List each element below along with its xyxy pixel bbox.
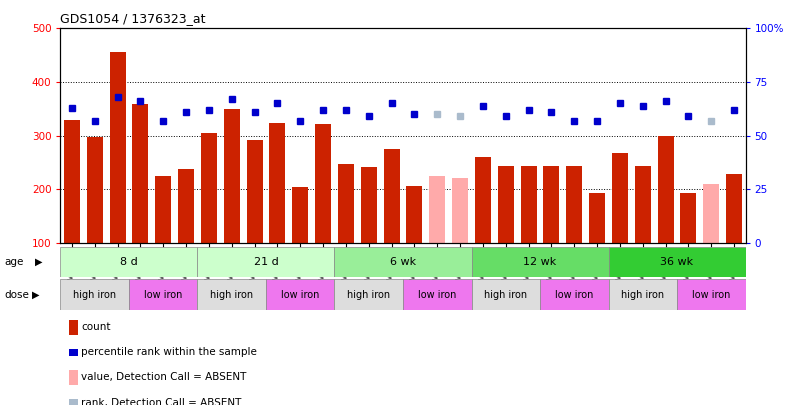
Text: low iron: low iron bbox=[281, 290, 319, 300]
Text: age: age bbox=[4, 257, 23, 267]
Bar bbox=[201, 133, 217, 243]
Bar bbox=[293, 187, 308, 243]
Bar bbox=[87, 137, 102, 243]
Bar bbox=[384, 149, 400, 243]
Bar bbox=[129, 279, 197, 310]
Text: 36 wk: 36 wk bbox=[660, 257, 694, 267]
Bar bbox=[247, 140, 263, 243]
Text: count: count bbox=[81, 322, 111, 332]
Bar bbox=[178, 169, 194, 243]
Text: high iron: high iron bbox=[210, 290, 253, 300]
Bar bbox=[498, 166, 513, 243]
Text: rank, Detection Call = ABSENT: rank, Detection Call = ABSENT bbox=[81, 398, 242, 405]
Bar bbox=[430, 176, 445, 243]
Bar bbox=[612, 153, 628, 243]
Text: low iron: low iron bbox=[692, 290, 730, 300]
Text: 12 wk: 12 wk bbox=[523, 257, 557, 267]
Bar bbox=[658, 136, 674, 243]
Text: dose: dose bbox=[4, 290, 29, 300]
Bar bbox=[156, 177, 171, 243]
Text: 21 d: 21 d bbox=[254, 257, 278, 267]
Bar bbox=[60, 247, 197, 277]
Bar bbox=[609, 279, 677, 310]
Bar bbox=[609, 247, 746, 277]
Text: high iron: high iron bbox=[484, 290, 527, 300]
Bar bbox=[589, 193, 605, 243]
Bar bbox=[197, 247, 334, 277]
Text: low iron: low iron bbox=[418, 290, 456, 300]
Bar bbox=[472, 247, 609, 277]
Bar bbox=[60, 279, 129, 310]
Text: value, Detection Call = ABSENT: value, Detection Call = ABSENT bbox=[81, 373, 247, 382]
Bar bbox=[521, 166, 537, 243]
Bar bbox=[472, 279, 540, 310]
Text: percentile rank within the sample: percentile rank within the sample bbox=[81, 347, 257, 357]
Bar bbox=[704, 184, 719, 243]
Bar bbox=[338, 164, 354, 243]
Bar bbox=[406, 185, 422, 243]
Bar bbox=[403, 279, 472, 310]
Bar bbox=[266, 279, 334, 310]
Text: 8 d: 8 d bbox=[120, 257, 138, 267]
Bar bbox=[224, 109, 239, 243]
Bar bbox=[334, 247, 472, 277]
Bar bbox=[132, 104, 148, 243]
Text: high iron: high iron bbox=[621, 290, 664, 300]
Bar bbox=[726, 174, 742, 243]
Text: ▶: ▶ bbox=[35, 257, 42, 267]
Bar bbox=[540, 279, 609, 310]
Bar bbox=[64, 119, 80, 243]
Text: GDS1054 / 1376323_at: GDS1054 / 1376323_at bbox=[60, 12, 206, 25]
Text: high iron: high iron bbox=[347, 290, 390, 300]
Text: high iron: high iron bbox=[73, 290, 116, 300]
Bar bbox=[475, 157, 491, 243]
Bar bbox=[361, 167, 376, 243]
Bar bbox=[315, 124, 331, 243]
Bar bbox=[269, 124, 285, 243]
Bar bbox=[680, 193, 696, 243]
Bar bbox=[543, 166, 559, 243]
Bar bbox=[635, 166, 650, 243]
Text: low iron: low iron bbox=[555, 290, 593, 300]
Bar bbox=[452, 177, 468, 243]
Text: ▶: ▶ bbox=[32, 290, 39, 300]
Bar bbox=[567, 166, 582, 243]
Bar bbox=[110, 53, 126, 243]
Bar bbox=[677, 279, 746, 310]
Bar bbox=[197, 279, 266, 310]
Text: 6 wk: 6 wk bbox=[390, 257, 416, 267]
Text: low iron: low iron bbox=[144, 290, 182, 300]
Bar bbox=[334, 279, 403, 310]
